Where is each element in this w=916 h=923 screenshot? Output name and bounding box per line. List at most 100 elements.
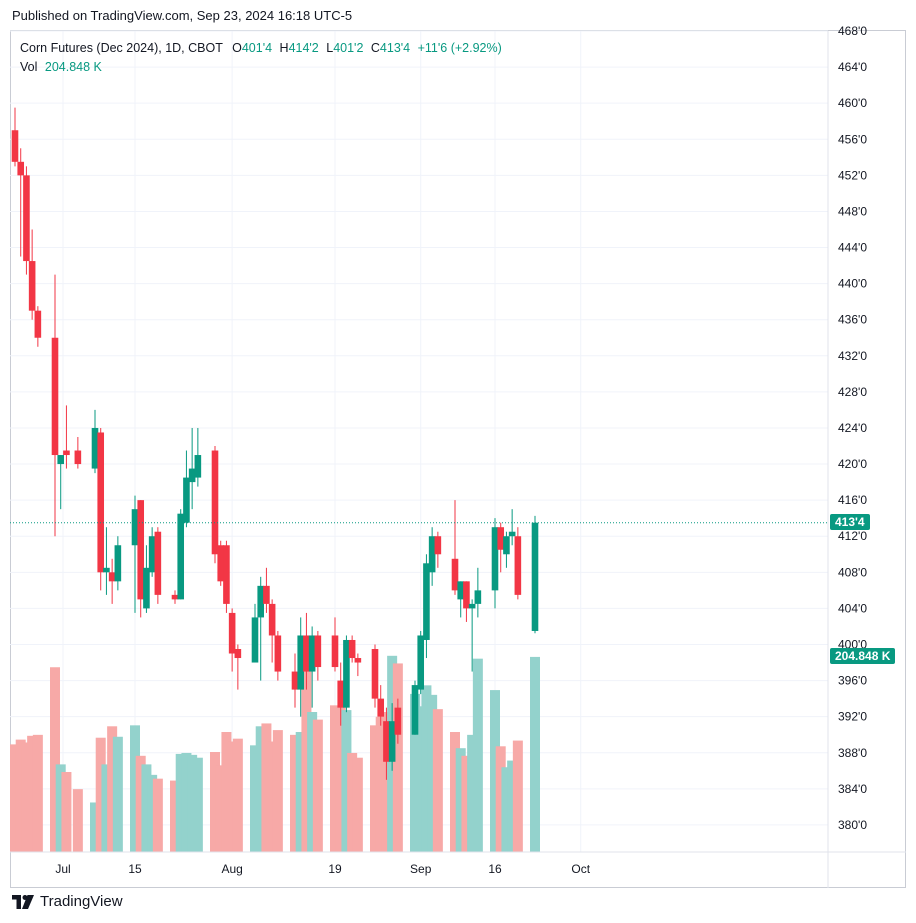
candle-body[interactable] xyxy=(51,337,59,456)
volume-bar xyxy=(301,661,312,852)
candle-body[interactable] xyxy=(217,545,225,582)
y-tick-label: 404'0 xyxy=(838,601,867,615)
x-tick-label: Aug xyxy=(221,862,242,876)
volume-bar xyxy=(432,709,443,852)
candle-body[interactable] xyxy=(28,261,36,311)
candle-body[interactable] xyxy=(308,635,316,672)
candle-body[interactable] xyxy=(211,450,219,555)
candle-body[interactable] xyxy=(354,658,362,663)
candle-body[interactable] xyxy=(303,635,310,672)
volume-bar xyxy=(221,732,232,852)
candle-body[interactable] xyxy=(411,685,419,735)
candle-body[interactable] xyxy=(343,639,350,708)
candle-body[interactable] xyxy=(257,585,265,618)
footer-brand[interactable]: TradingView xyxy=(12,893,123,910)
candle-body[interactable] xyxy=(383,721,390,762)
published-caption: Published on TradingView.com, Sep 23, 20… xyxy=(12,8,353,23)
candle-body[interactable] xyxy=(183,477,190,523)
candle-body[interactable] xyxy=(137,500,145,600)
candle-body[interactable] xyxy=(131,509,139,546)
candle-body[interactable] xyxy=(451,558,459,591)
low-value: 401'2 xyxy=(333,41,364,55)
volume-bar xyxy=(261,723,272,852)
candle-body[interactable] xyxy=(154,531,162,595)
candle-body[interactable] xyxy=(491,527,499,591)
candle-body[interactable] xyxy=(274,635,282,672)
candle-body[interactable] xyxy=(514,536,522,595)
volume-label[interactable]: Vol xyxy=(20,60,38,74)
x-tick-label: Sep xyxy=(410,862,432,876)
candle-body[interactable] xyxy=(17,161,25,176)
time-axis[interactable]: Jul 15 Aug 19 Sep 16 Oct xyxy=(10,851,906,876)
candle-body[interactable] xyxy=(497,527,505,550)
candle-body[interactable] xyxy=(531,522,539,631)
candle-body[interactable] xyxy=(57,455,65,465)
candle-body[interactable] xyxy=(297,635,305,690)
volume-bar xyxy=(32,734,43,852)
candle-body[interactable] xyxy=(263,585,270,604)
candle-body[interactable] xyxy=(468,603,476,609)
candle-body[interactable] xyxy=(337,680,345,708)
volume-bar xyxy=(61,772,72,852)
candle-body[interactable] xyxy=(428,536,436,573)
candle-body[interactable] xyxy=(63,450,70,456)
candle-body[interactable] xyxy=(114,545,122,582)
symbol-title[interactable]: Corn Futures (Dec 2024), 1D, CBOT xyxy=(20,41,223,55)
candle-body[interactable] xyxy=(503,536,510,555)
volume-bar xyxy=(267,741,278,852)
candle-body[interactable] xyxy=(228,612,236,654)
candle-body[interactable] xyxy=(74,450,82,465)
candle-body[interactable] xyxy=(268,603,276,636)
candle-body[interactable] xyxy=(91,427,99,469)
candle-body[interactable] xyxy=(423,563,430,640)
candle-body[interactable] xyxy=(434,536,442,555)
candle-body[interactable] xyxy=(371,649,379,699)
low-label: L xyxy=(326,41,334,55)
chart-legend: Corn Futures (Dec 2024), 1D, CBOT O401'4… xyxy=(20,39,502,77)
candle-body[interactable] xyxy=(188,468,196,483)
candle-body[interactable] xyxy=(314,635,322,668)
candle-body[interactable] xyxy=(417,635,425,690)
tradingview-logo-icon xyxy=(12,894,34,909)
candle-body[interactable] xyxy=(23,175,30,262)
candle-body[interactable] xyxy=(388,721,396,762)
last-price-tag: 413'4 xyxy=(830,513,870,530)
candle-body[interactable] xyxy=(348,639,356,659)
y-tick-label: 456'0 xyxy=(838,132,867,146)
candle-body[interactable] xyxy=(171,594,179,600)
candle-body[interactable] xyxy=(331,635,339,668)
volume-bar xyxy=(27,735,38,852)
candle-body[interactable] xyxy=(11,130,19,162)
candle-body[interactable] xyxy=(97,432,105,573)
candle-body[interactable] xyxy=(463,581,470,609)
y-tick-label: 464'0 xyxy=(838,60,867,74)
candle-body[interactable] xyxy=(457,581,465,600)
y-tick-label: 460'0 xyxy=(838,96,867,110)
candle-body[interactable] xyxy=(223,545,230,604)
price-axis[interactable]: 468'0 464'0 460'0 456'0 452'0 448'0 444'0 440'0… xyxy=(827,24,867,888)
candle-body[interactable] xyxy=(108,572,116,582)
candle-body[interactable] xyxy=(377,698,385,717)
volume-bar xyxy=(192,757,203,852)
candle-body[interactable] xyxy=(194,455,202,478)
candle-body[interactable] xyxy=(103,567,110,573)
candle-body[interactable] xyxy=(474,590,482,604)
candle-body[interactable] xyxy=(177,513,185,600)
candle-body[interactable] xyxy=(143,567,150,609)
y-tick-label: 452'0 xyxy=(838,168,867,182)
y-tick-label: 440'0 xyxy=(838,277,867,291)
candle-body[interactable] xyxy=(34,310,42,338)
candle-body[interactable] xyxy=(148,536,156,573)
candle-body[interactable] xyxy=(291,671,299,690)
candle-body[interactable] xyxy=(508,531,516,537)
candle-body[interactable] xyxy=(234,649,242,659)
volume-value: 204.848 K xyxy=(44,60,102,74)
y-tick-label: 392'0 xyxy=(838,710,867,724)
high-label: H xyxy=(279,41,289,55)
y-tick-label: 388'0 xyxy=(838,746,867,760)
volume-bar xyxy=(330,705,340,852)
candle-body[interactable] xyxy=(251,617,259,663)
candle-body[interactable] xyxy=(394,707,402,735)
volume-bar xyxy=(427,694,438,852)
